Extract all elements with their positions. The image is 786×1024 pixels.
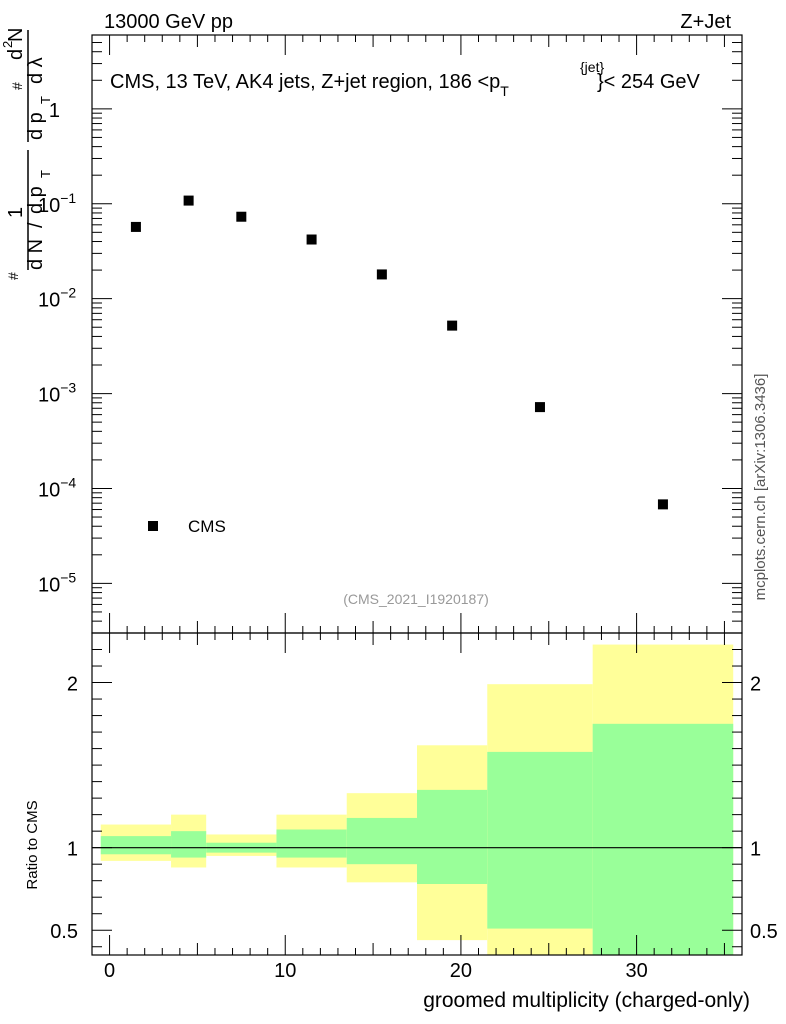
data-point [306,234,317,245]
x-tick-label: 30 [625,960,647,982]
upper-y-axis-label: 1 d N / d p # T d 2 N # d p T d λ [0,28,53,280]
plot-title-end: }< 254 GeV [597,71,701,93]
plot-title-sub: T [500,83,509,99]
ratio-y-tick-label-left: 0.5 [50,921,78,943]
plot-title: CMS, 13 TeV, AK4 jets, Z+jet region, 186… [110,71,509,99]
legend-marker-cms [148,521,158,531]
ratio-y-tick-label-right: 1 [750,839,761,861]
ratio-ticks [92,633,742,955]
header-left: 13000 GeV pp [104,11,233,33]
ylabel-d2N-N: N [5,28,27,42]
ratio-band-green [171,831,207,858]
ratio-band-green [276,829,347,858]
ratio-y-tick-label-left: 1 [67,839,78,861]
data-point [534,402,545,413]
ratio-panel: 0.5 0.5 1 1 2 2 0 10 20 30 [50,632,778,982]
upper-y-tick-exp: −5 [60,569,76,585]
upper-ticks [92,34,742,634]
data-point [130,221,141,232]
ylabel-T-b: T [38,96,53,104]
ylabel-one: 1 [5,207,27,218]
upper-y-tick-labels: 110−110−210−310−410−5 [38,100,76,597]
data-point [376,269,387,280]
upper-panel: 110−110−210−310−410−5 CMS, 13 TeV, AK4 j… [38,34,743,634]
ratio-y-axis-label: Ratio to CMS [24,800,41,889]
upper-y-tick-label: 10−1 [38,190,76,217]
upper-y-tick-exp: −1 [60,190,76,206]
ylabel-dpT-a: d p [25,186,47,214]
ylabel-d2N-two: 2 [0,41,15,48]
upper-data-points [130,195,668,510]
ratio-band-green [100,836,172,855]
ylabel-slash: / [25,222,47,228]
ylabel-hash-b: # [9,82,25,90]
plot-title-sup: {jet} [580,59,604,75]
ylabel-dN: d N [25,239,47,270]
x-axis-label: groomed multiplicity (charged-only) [423,989,750,1012]
data-point [183,195,194,206]
ratio-band-green [487,751,593,929]
upper-y-tick-exp: −4 [60,474,76,490]
ylabel-T-a: T [38,170,53,178]
upper-y-tick-label: 1 [49,100,60,122]
ratio-tick-labels: 0.5 0.5 1 1 2 2 [50,674,778,944]
x-tick-label: 0 [104,960,115,982]
watermark: (CMS_2021_I1920187) [343,591,489,607]
ratio-bands [100,644,734,955]
upper-y-tick-label: 10−5 [38,569,76,596]
upper-y-tick-base: 10 [38,195,60,217]
x-tick-label: 10 [274,960,296,982]
ylabel-dpT-b: d p [25,112,47,140]
upper-y-tick-base: 10 [38,479,60,501]
upper-y-tick-label: 10−4 [38,474,76,501]
ratio-frame [91,632,743,956]
x-tick-labels: 0 10 20 30 [104,960,648,982]
header-right: Z+Jet [680,11,731,33]
data-point [657,499,668,510]
ylabel-dlambda: d λ [25,57,47,84]
upper-y-tick-label: 10−3 [38,380,76,407]
upper-frame [91,34,743,634]
ratio-band-green [346,817,417,865]
ratio-y-tick-label-left: 2 [67,674,78,696]
upper-y-tick-base: 10 [38,290,60,312]
upper-y-tick-label: 10−2 [38,285,76,312]
ylabel-d2N-d: d [5,49,27,60]
upper-y-tick-base: 10 [38,574,60,596]
ratio-y-tick-label-right: 0.5 [750,921,778,943]
ratio-band-green [417,789,488,884]
upper-y-tick-exp: −2 [60,285,76,301]
plot-title-main: CMS, 13 TeV, AK4 jets, Z+jet region, 186… [110,71,500,93]
x-tick-label: 20 [450,960,472,982]
data-point [236,211,247,222]
side-credit: mcplots.cern.ch [arXiv:1306.3436] [752,374,769,601]
ratio-band-green [592,723,734,955]
upper-y-tick-exp: −3 [60,380,76,396]
upper-y-tick-base: 10 [38,385,60,407]
ylabel-hash-a: # [5,272,21,280]
data-point [447,320,458,331]
legend-label-cms: CMS [188,517,226,536]
ratio-y-tick-label-right: 2 [750,674,761,696]
